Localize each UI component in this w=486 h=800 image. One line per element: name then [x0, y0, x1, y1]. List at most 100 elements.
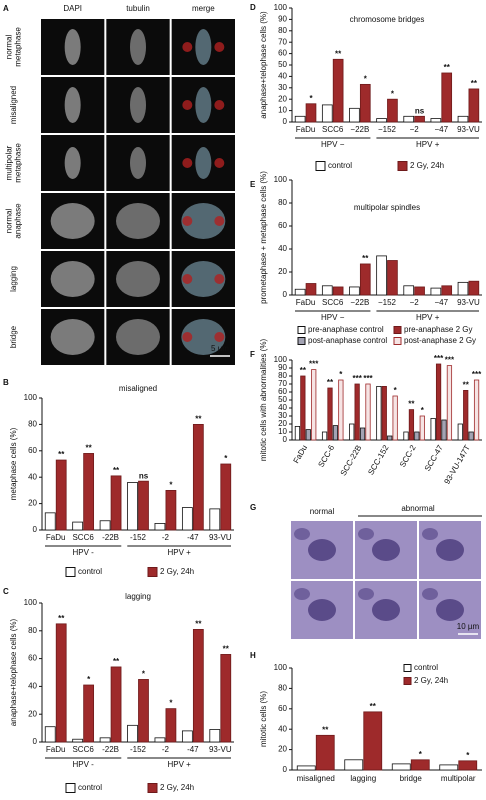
chart-title: multipolar spindles — [354, 203, 420, 212]
bar — [72, 521, 84, 531]
y-tick-label: 100 — [274, 663, 288, 672]
y-tick-label: 0 — [33, 525, 38, 534]
bar — [430, 417, 436, 441]
y-tick-label: 50 — [278, 60, 287, 69]
significance-label: *** — [472, 370, 482, 379]
bar — [473, 379, 480, 441]
bar — [110, 666, 122, 743]
x-tick-label: -2 — [162, 533, 170, 542]
bar — [441, 419, 447, 441]
bar — [165, 708, 177, 743]
y-tick-label: 80 — [28, 420, 37, 429]
chart-title: chromosome bridges — [350, 15, 425, 24]
bar — [359, 427, 366, 441]
x-tick-label: -47 — [187, 745, 199, 754]
y-tick-label: 60 — [278, 387, 287, 396]
y-axis-label: anaphase+telophase cells (%) — [9, 618, 18, 726]
nucleus — [436, 539, 464, 561]
y-tick-label: 30 — [278, 411, 287, 420]
legend-label: control — [78, 783, 102, 792]
x-tick-label: SCC6 — [72, 745, 94, 754]
bar — [192, 423, 204, 531]
bar — [321, 104, 333, 123]
y-tick-label: 0 — [283, 435, 288, 444]
nucleus — [358, 588, 374, 600]
y-tick-label: 60 — [278, 704, 287, 713]
legend-swatch — [65, 783, 76, 793]
tubulin-signal — [214, 216, 225, 226]
significance-label: ** — [322, 725, 329, 734]
cell-signal — [181, 319, 226, 355]
x-tick-label: SCC-22B — [339, 444, 364, 478]
significance-label: * — [419, 750, 423, 759]
bar — [349, 286, 360, 296]
cell-signal — [181, 261, 226, 297]
bar — [381, 385, 387, 441]
panel-label: A — [3, 4, 9, 13]
bar — [463, 389, 469, 441]
x-tick-label: 93-VU-147T — [442, 443, 472, 485]
nucleus — [372, 599, 400, 621]
significance-label: * — [169, 481, 173, 490]
bar — [83, 453, 95, 531]
y-tick-label: 40 — [278, 72, 287, 81]
tubulin-signal — [182, 100, 193, 110]
y-tick-label: 40 — [278, 724, 287, 733]
bar — [44, 512, 56, 531]
bar — [55, 459, 67, 531]
nucleus — [358, 528, 374, 540]
significance-label: ** — [471, 79, 478, 88]
bar — [332, 286, 344, 296]
y-tick-label: 60 — [278, 221, 287, 230]
y-tick-label: 100 — [24, 598, 38, 607]
significance-label: ** — [408, 400, 415, 409]
bar — [138, 679, 149, 743]
legend-label: 2 Gy, 24h — [160, 567, 194, 576]
bar — [44, 726, 56, 743]
bar — [403, 285, 415, 296]
y-tick-label: 10 — [278, 106, 287, 115]
legend-label: control — [78, 567, 102, 576]
y-tick-label: 80 — [278, 371, 287, 380]
bar — [294, 115, 306, 123]
bar — [296, 765, 316, 771]
bar — [165, 489, 177, 531]
x-tick-label: 93-VU — [209, 745, 232, 754]
significance-label: ** — [362, 254, 369, 263]
bar — [344, 759, 364, 771]
bar — [376, 385, 382, 441]
scale-label: 10 µm — [457, 622, 480, 631]
bar — [154, 737, 166, 743]
chart-title: misaligned — [119, 384, 157, 393]
row-label: misaligned — [9, 86, 18, 124]
bar — [376, 118, 387, 123]
column-header: merge — [192, 4, 215, 13]
bar — [321, 285, 333, 296]
bar — [414, 431, 420, 441]
legend-swatch — [147, 567, 158, 577]
y-tick-label: 40 — [278, 403, 287, 412]
group-label: HPV + — [167, 760, 191, 769]
cell-signal — [130, 87, 146, 123]
cell-signal — [195, 29, 212, 65]
significance-label: ** — [223, 645, 230, 654]
y-tick-label: 0 — [283, 290, 288, 299]
row-label: normalanaphase — [5, 203, 23, 239]
significance-label: * — [224, 454, 228, 463]
significance-label: *** — [434, 354, 444, 363]
significance-label: ** — [86, 444, 93, 453]
y-tick-label: 40 — [28, 472, 37, 481]
bar — [99, 520, 111, 531]
significance-label: ** — [370, 702, 377, 711]
bar — [192, 629, 204, 743]
bar — [332, 425, 339, 441]
significance-label: ns — [139, 471, 149, 480]
bar — [458, 760, 478, 771]
y-tick-label: 40 — [28, 682, 37, 691]
panel-label: C — [3, 587, 9, 596]
bar — [127, 482, 138, 531]
tubulin-signal — [182, 42, 193, 52]
nucleus — [422, 588, 438, 600]
bar — [414, 286, 425, 296]
